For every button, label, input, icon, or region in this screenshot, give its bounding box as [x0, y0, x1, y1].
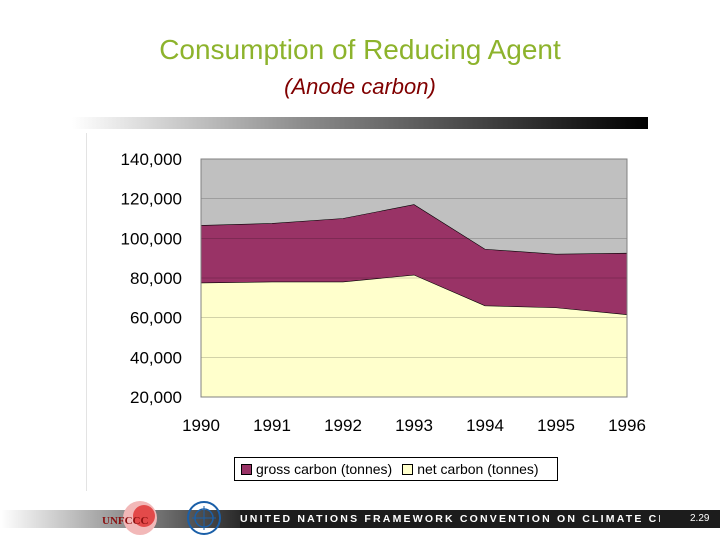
un-emblem-icon [187, 501, 221, 535]
legend-swatch-net [402, 463, 414, 475]
legend-label-gross: gross carbon (tonnes) [256, 461, 393, 477]
page-title: Consumption of Reducing Agent [159, 34, 561, 65]
page-subtitle: (Anode carbon) [284, 74, 436, 99]
unfccc-logo: UNFCCC [102, 501, 157, 535]
x-tick-label: 1995 [537, 416, 575, 435]
x-tick-label: 1992 [324, 416, 362, 435]
legend-swatch-gross [241, 463, 252, 475]
y-tick-label: 40,000 [130, 348, 182, 367]
y-tick-label: 140,000 [121, 150, 182, 169]
plot-border [200, 158, 628, 398]
page-number: 2.29 [690, 513, 710, 524]
footer-banner-tail [660, 510, 720, 528]
y-tick-label: 80,000 [130, 269, 182, 288]
x-tick-label: 1990 [182, 416, 220, 435]
y-tick-label: 120,000 [121, 190, 182, 209]
legend-item-net: net carbon (tonnes) [402, 461, 539, 477]
x-tick-label: 1993 [395, 416, 433, 435]
x-tick-label: 1991 [253, 416, 291, 435]
plot-area [200, 159, 628, 398]
legend-item-gross: gross carbon (tonnes) [241, 461, 392, 477]
unfccc-logo-core [133, 505, 155, 527]
axes: 20,000 40,000 60,000 80,000 100,000 120,000 14… [121, 150, 646, 435]
unfccc-logo-text: UNFCCC [102, 515, 148, 527]
x-tick-label: 1996 [608, 416, 646, 435]
footer-banner: UNITED NATIONS FRAMEWORK CONVENTION ON C… [240, 510, 660, 528]
chart-legend: gross carbon (tonnes) net carbon (tonnes… [234, 457, 558, 481]
y-tick-label: 100,000 [121, 229, 182, 248]
y-tick-label: 20,000 [130, 388, 182, 407]
footer-banner-lead [0, 510, 240, 528]
x-tick-label: 1994 [466, 416, 504, 435]
y-tick-label: 60,000 [130, 309, 182, 328]
legend-label-net: net carbon (tonnes) [417, 461, 539, 477]
title-divider [72, 117, 648, 129]
